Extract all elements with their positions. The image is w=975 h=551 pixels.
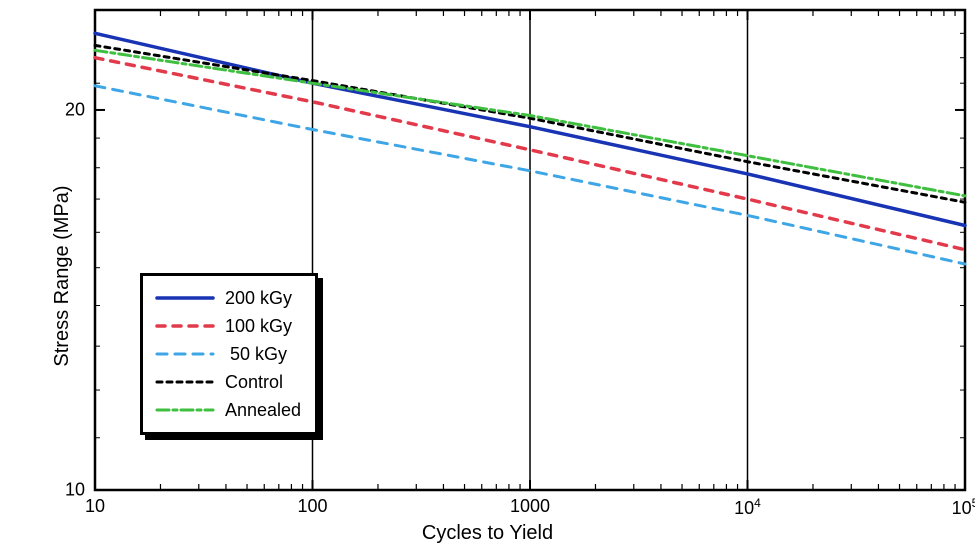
tick-label: 100 [297,496,327,517]
x-axis-label: Cycles to Yield [422,522,553,545]
legend-item-200-kgy: 200 kGy [155,284,301,312]
chart-container: Stress Range (MPa) Cycles to Yield 200 k… [0,0,975,551]
legend: 200 kGy 100 kGy 50 kGy Control Annealed [140,273,318,435]
legend-swatch [155,344,215,364]
tick-label: 10 [85,496,105,517]
legend-item-annealed: Annealed [155,396,301,424]
legend-label: 200 kGy [225,288,292,309]
legend-label: Control [225,372,283,393]
legend-swatch [155,400,215,420]
legend-item-control: Control [155,368,301,396]
legend-item-50-kgy: 50 kGy [155,340,301,368]
legend-swatch [155,372,215,392]
tick-label: 10 [65,480,85,501]
legend-label: 50 kGy [225,344,287,365]
legend-item-100-kgy: 100 kGy [155,312,301,340]
tick-label: 105 [952,496,975,519]
y-axis-label: Stress Range (MPa) [51,185,74,366]
tick-label: 1000 [510,496,550,517]
legend-swatch [155,316,215,336]
legend-label: 100 kGy [225,316,292,337]
tick-label: 104 [734,496,761,519]
tick-label: 20 [65,99,85,120]
legend-label: Annealed [225,400,301,421]
legend-swatch [155,288,215,308]
